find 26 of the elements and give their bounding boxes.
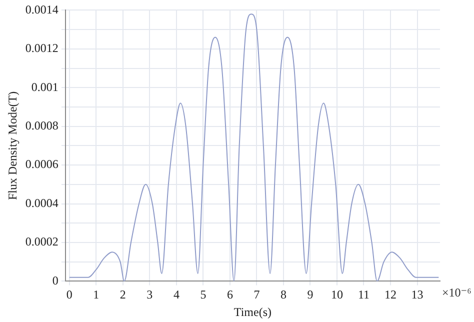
x-tick-label: 1 — [93, 288, 100, 302]
x-tick-label: 9 — [307, 288, 314, 302]
x-axis-title: Time(s) — [234, 304, 272, 319]
y-tick-label: 0 — [52, 273, 58, 288]
y-axis-title: Flux Density Mode(T) — [5, 91, 20, 200]
x-tick-label: 3 — [146, 288, 153, 302]
y-tick-label: 0.0008 — [25, 118, 58, 132]
x-tick-label: 13 — [411, 288, 424, 302]
y-tick-label: 0.0002 — [25, 234, 58, 249]
x-tick-label: 11 — [358, 288, 370, 302]
x-tick-label: 10 — [330, 288, 343, 302]
x-tick-label: 4 — [173, 288, 180, 302]
y-tick-label: 0.0006 — [25, 157, 58, 172]
y-tick-label: 0.0012 — [25, 41, 58, 56]
x-tick-label: 0 — [66, 288, 72, 302]
y-tick-label: 0.001 — [31, 80, 58, 94]
x-tick-label: 5 — [200, 288, 206, 302]
y-tick-label: 0.0014 — [25, 2, 58, 16]
y-tick-label: 0.0004 — [25, 196, 58, 210]
x-tick-label: 12 — [384, 288, 396, 302]
line-series — [68, 14, 440, 282]
x-tick-label: 7 — [254, 288, 260, 302]
x-tick-label: 2 — [120, 288, 126, 302]
x-tick-label: 6 — [226, 288, 233, 302]
text: ×10⁻⁶ — [442, 285, 472, 300]
x-tick-label: 8 — [280, 288, 286, 302]
